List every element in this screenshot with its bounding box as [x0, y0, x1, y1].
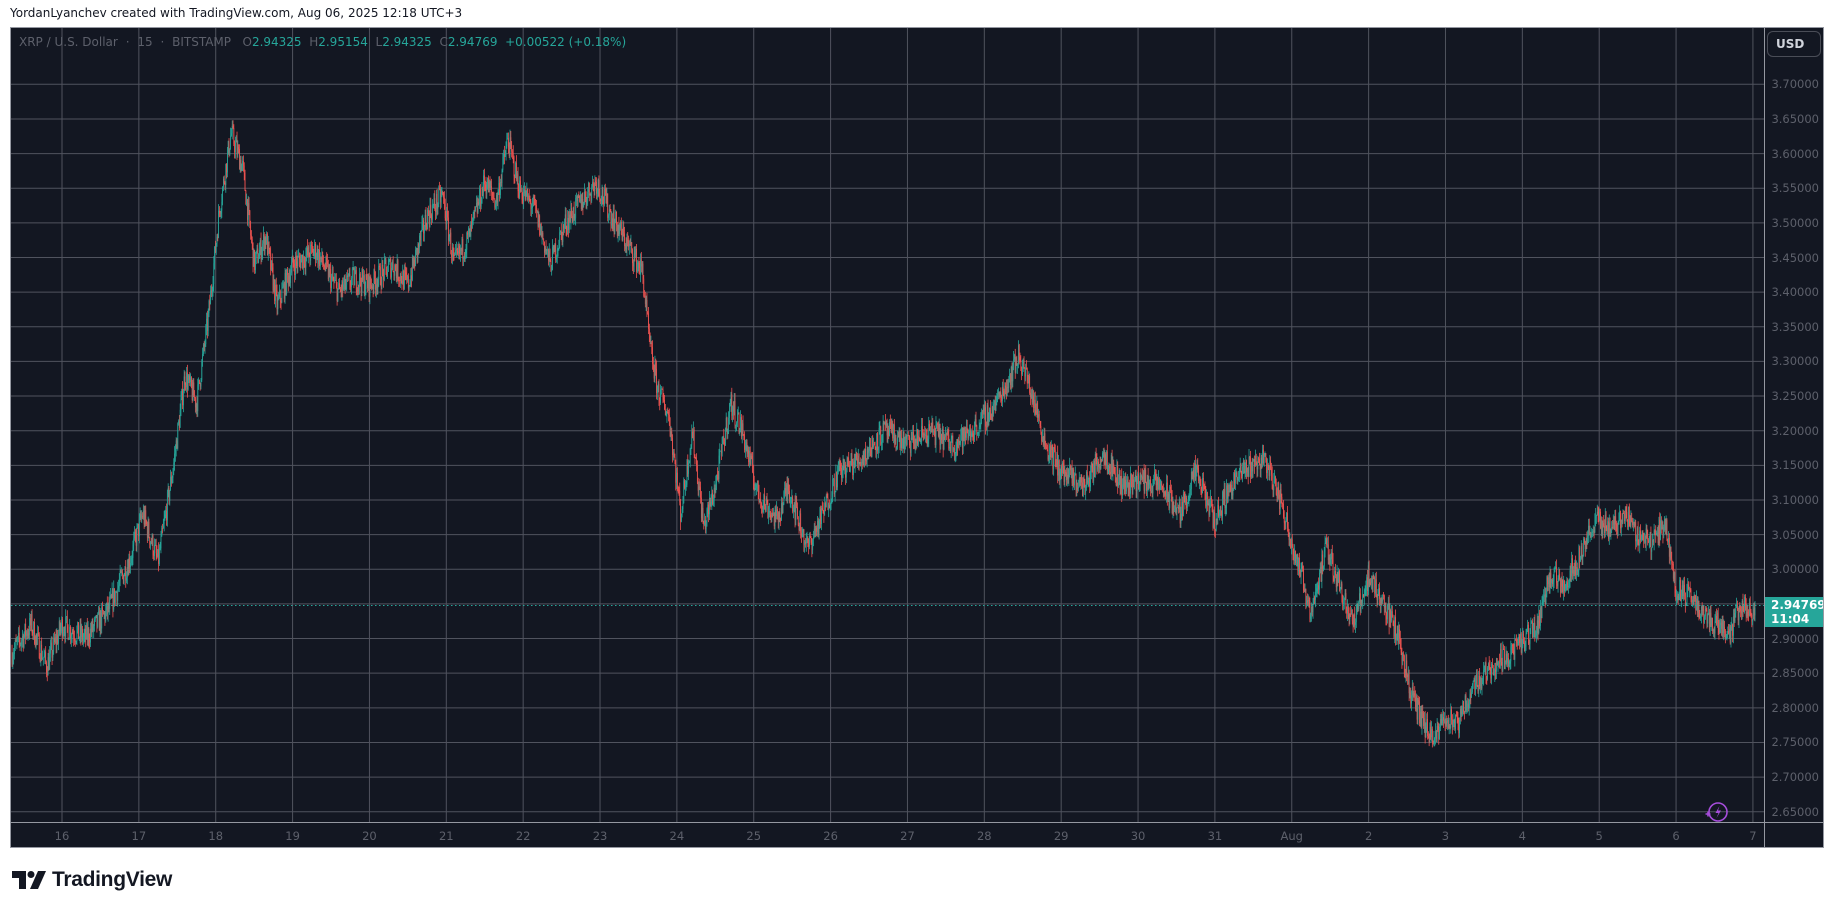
legend-high: 2.95154: [318, 35, 368, 49]
last-price-label: 2.94769 11:04: [1765, 596, 1824, 627]
price-tick-label: 3.40000: [1771, 285, 1819, 300]
time-axis[interactable]: 16 17 18 19 20 21 22 23 24 25 26 27 28 29 30 31 Aug 2 3 4 5 6…: [11, 822, 1764, 847]
time-tick-label: 6: [1672, 829, 1680, 843]
time-tick-label: 26: [823, 829, 838, 843]
tradingview-logo[interactable]: TradingView: [12, 868, 173, 891]
attribution-text: YordanLyanchev created with TradingView.…: [10, 6, 463, 20]
price-tick-label: 3.10000: [1771, 492, 1819, 507]
legend-close-label: C: [439, 35, 448, 49]
price-tick-label: 2.90000: [1771, 631, 1819, 646]
price-tick-label: 2.70000: [1771, 770, 1819, 785]
legend-close: 2.94769: [447, 35, 498, 49]
legend-open-label: O: [242, 35, 252, 49]
legend-exchange: BITSTAMP: [172, 35, 232, 49]
time-tick-label: 7: [1749, 829, 1757, 843]
legend-low: 2.94325: [382, 35, 432, 49]
price-tick-label: 3.30000: [1771, 354, 1819, 369]
price-tick-label: 3.65000: [1771, 111, 1819, 126]
price-tick-label: 3.50000: [1771, 215, 1819, 230]
price-tick-label: 2.75000: [1771, 735, 1819, 750]
time-tick-label: 24: [669, 829, 685, 843]
last-price-value: 2.94769: [1771, 597, 1824, 612]
time-tick-label: Aug: [1280, 829, 1303, 843]
time-tick-label: 20: [362, 829, 377, 843]
price-tick-label: 3.45000: [1771, 250, 1819, 265]
legend-open: 2.94325: [251, 35, 302, 49]
time-tick-label: 2: [1364, 829, 1373, 843]
time-tick-label: 21: [438, 829, 454, 843]
candlestick-plot[interactable]: [11, 28, 1764, 822]
price-tick-label: 3.35000: [1771, 319, 1819, 334]
legend-high-label: H: [309, 35, 319, 49]
price-tick-label: 3.70000: [1771, 77, 1819, 92]
time-tick-label: 22: [515, 829, 531, 843]
time-tick-label: 23: [592, 829, 608, 843]
time-tick-label: 30: [1130, 829, 1146, 843]
price-tick-label: 2.85000: [1771, 666, 1819, 681]
time-tick-label: 3: [1441, 829, 1450, 843]
price-tick-label: 3.55000: [1771, 181, 1819, 196]
candles: [11, 120, 1756, 748]
time-tick-label: 4: [1518, 829, 1526, 843]
time-tick-label: 25: [746, 829, 762, 843]
price-tick-label: 3.05000: [1771, 527, 1819, 542]
legend-change: +0.00522 (+0.18%): [505, 35, 627, 49]
logo-text: TradingView: [52, 868, 173, 891]
currency-button[interactable]: USD: [1767, 31, 1821, 57]
legend-low-label: L: [375, 35, 383, 49]
price-tick-label: 3.00000: [1771, 562, 1819, 577]
price-axis[interactable]: 3.70000 3.65000 3.60000 3.55000 3.50000 3.450…: [1764, 28, 1823, 822]
legend-interval: 15: [137, 35, 153, 49]
time-tick-label: 5: [1595, 829, 1603, 843]
price-tick-label: 2.80000: [1771, 700, 1819, 715]
symbol-legend: XRP / U.S. Dollar · 15 · BITSTAMP O2.943…: [19, 35, 627, 49]
time-tick-label: 29: [1053, 829, 1069, 843]
time-tick-label: 19: [285, 829, 300, 843]
price-tick-label: 2.65000: [1771, 804, 1819, 819]
time-tick-label: 27: [900, 829, 915, 843]
axis-corner: [1764, 822, 1823, 847]
legend-symbol[interactable]: XRP / U.S. Dollar: [19, 35, 118, 49]
tradingview-logo-icon: [12, 871, 46, 889]
time-tick-label: 16: [54, 829, 70, 843]
time-tick-label: 17: [131, 829, 147, 843]
time-tick-label: 31: [1207, 829, 1223, 843]
price-tick-label: 3.25000: [1771, 389, 1819, 404]
price-tick-label: 3.60000: [1771, 146, 1819, 161]
price-tick-label: 3.15000: [1771, 458, 1819, 473]
bar-countdown: 11:04: [1771, 611, 1810, 626]
time-tick-label: 18: [208, 829, 224, 843]
lightning-icon[interactable]: [1701, 801, 1731, 825]
chart-frame[interactable]: XRP / U.S. Dollar · 15 · BITSTAMP O2.943…: [10, 27, 1824, 848]
time-tick-label: 28: [976, 829, 992, 843]
price-tick-label: 3.20000: [1771, 423, 1819, 438]
